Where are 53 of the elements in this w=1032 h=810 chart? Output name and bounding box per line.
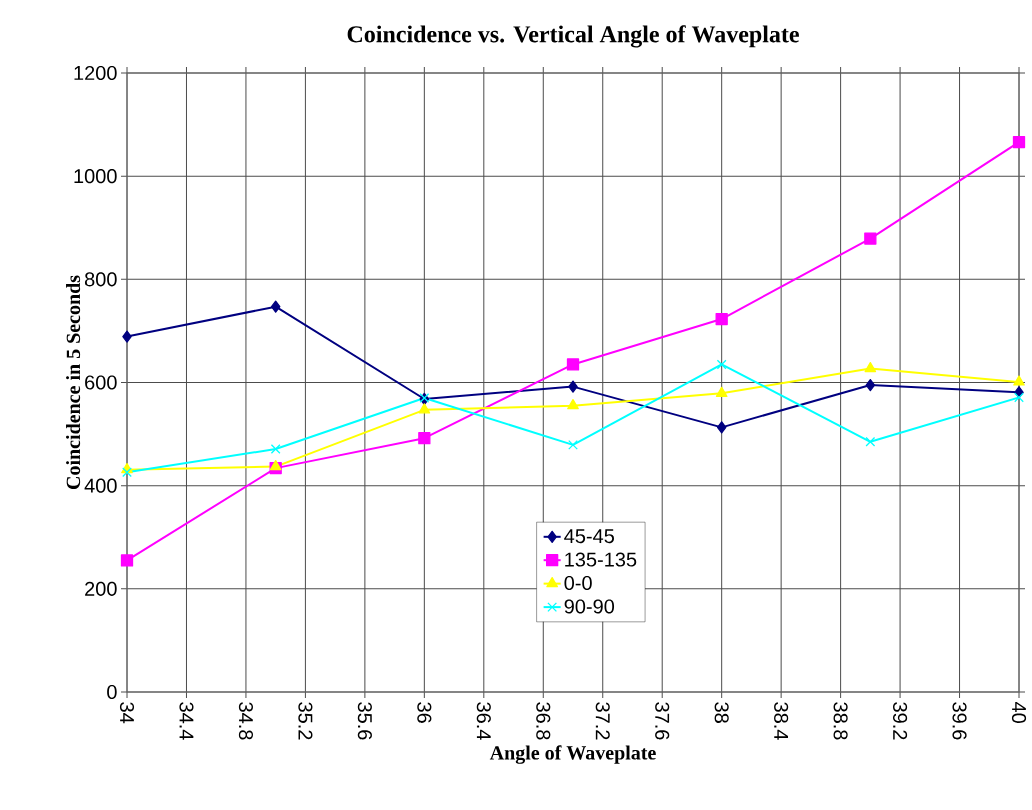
- y-tick-label: 400: [84, 478, 117, 493]
- x-tick-label: 34.4: [179, 702, 194, 740]
- chart-title: Coincidence vs. Vertical Angle of Waveplate: [347, 25, 799, 48]
- x-tick-label: 38.4: [774, 702, 789, 740]
- point: [865, 436, 876, 447]
- x-tick-label: 34.8: [238, 702, 254, 740]
- x-tick-label: 37.2: [595, 702, 610, 740]
- point: [715, 386, 728, 397]
- legend-label: 45-45: [564, 529, 614, 544]
- legend-label: 135-135: [565, 552, 637, 567]
- x-axis-title: Angle of Waveplate: [489, 745, 656, 764]
- x-tick-label: 37.6: [655, 702, 670, 740]
- point: [1013, 375, 1025, 386]
- point: [566, 358, 580, 371]
- y-tick-label: 800: [84, 272, 117, 287]
- point: [1012, 135, 1026, 149]
- y-tick-label: 0: [107, 684, 117, 700]
- point: [122, 467, 132, 478]
- point: [864, 361, 877, 373]
- point: [568, 440, 578, 450]
- point: [1014, 392, 1024, 403]
- point: [122, 330, 132, 343]
- x-tick-label: 38: [714, 702, 729, 723]
- x-tick-label: 35.2: [298, 702, 313, 740]
- point: [865, 378, 876, 392]
- x-tick-label: 40: [1011, 701, 1027, 723]
- x-tick-label: 34: [119, 702, 135, 724]
- legend-label: 90-90: [564, 599, 615, 614]
- x-tick-label: 38.8: [833, 702, 848, 740]
- point: [864, 232, 877, 245]
- x-tick-label: 36.4: [476, 702, 491, 740]
- x-tick-label: 35.6: [357, 702, 372, 740]
- point: [716, 421, 727, 434]
- point: [120, 554, 134, 567]
- point: [567, 399, 579, 410]
- x-tick-label: 39.2: [893, 702, 908, 740]
- y-tick-label: 200: [85, 581, 117, 596]
- legend-label: 0-0: [564, 575, 592, 591]
- point: [568, 380, 578, 393]
- point: [715, 312, 728, 326]
- point: [270, 300, 281, 313]
- x-tick-label: 39.6: [952, 702, 967, 740]
- point: [270, 444, 281, 454]
- point: [716, 359, 727, 370]
- point: [418, 403, 431, 414]
- x-tick-label: 36.8: [536, 702, 551, 740]
- y-tick-label: 1000: [74, 169, 117, 184]
- point: [418, 432, 431, 445]
- y-tick-label: 600: [85, 375, 117, 390]
- y-tick-label: 1200: [74, 65, 117, 81]
- y-axis-title: Coincidence in 5 Seconds: [66, 275, 81, 490]
- x-tick-label: 36: [417, 702, 432, 723]
- point: [269, 459, 282, 471]
